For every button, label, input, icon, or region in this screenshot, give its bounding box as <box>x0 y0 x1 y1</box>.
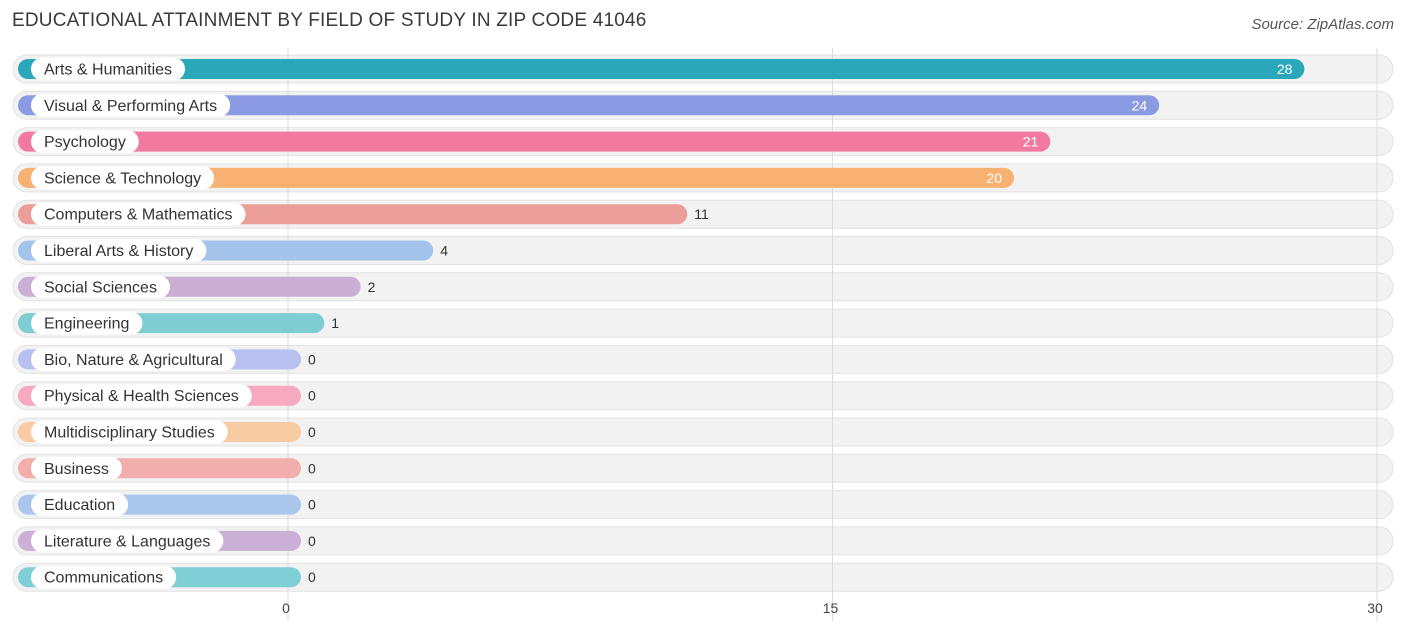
category-label-pill <box>31 57 186 81</box>
x-tick-label: 30 <box>1367 600 1383 616</box>
data-label: 0 <box>308 424 316 440</box>
category-label-pill <box>31 130 139 154</box>
category-label: Visual & Performing Arts <box>44 98 217 115</box>
category-label-pill <box>31 93 231 117</box>
bar <box>18 131 1051 152</box>
row-background <box>12 344 1394 374</box>
category-label: Computers & Mathematics <box>44 207 233 224</box>
category-label-pill <box>31 275 170 299</box>
category-label: Social Sciences <box>44 279 157 296</box>
category-label-pill <box>31 202 246 226</box>
data-label: 28 <box>1277 61 1293 77</box>
data-label: 0 <box>308 460 316 476</box>
category-label: Liberal Arts & History <box>44 243 193 260</box>
data-label: 0 <box>308 497 316 513</box>
x-tick-label: 0 <box>282 600 290 616</box>
data-label: 20 <box>986 170 1002 186</box>
category-label: Science & Technology <box>44 170 201 187</box>
category-label: Arts & Humanities <box>44 62 172 79</box>
row-background <box>12 417 1394 447</box>
bar <box>18 59 1305 79</box>
category-label-pill <box>31 420 228 444</box>
category-label: Bio, Nature & Agricultural <box>44 352 223 369</box>
category-label: Engineering <box>44 316 129 333</box>
data-label: 4 <box>440 243 448 259</box>
data-label: 0 <box>308 533 316 549</box>
category-label: Business <box>44 461 109 478</box>
category-label-pill <box>31 565 177 589</box>
x-tick-label: 15 <box>823 600 839 616</box>
row-background <box>12 308 1394 338</box>
category-label: Physical & Health Sciences <box>44 388 239 405</box>
category-label: Multidisciplinary Studies <box>44 425 215 442</box>
category-label-pill <box>31 311 143 335</box>
row-background <box>12 526 1394 556</box>
source-note: Source: ZipAtlas.com <box>1251 16 1394 33</box>
category-label-pill <box>31 456 122 480</box>
category-label-pill <box>31 166 215 190</box>
row-background <box>12 453 1394 483</box>
category-label: Communications <box>44 570 163 587</box>
data-label: 24 <box>1132 97 1148 113</box>
category-label: Education <box>44 497 115 514</box>
data-label: 0 <box>308 569 316 585</box>
category-label-pill <box>31 529 224 553</box>
row-background <box>12 272 1394 302</box>
chart-title: EDUCATIONAL ATTAINMENT BY FIELD OF STUDY… <box>12 10 647 31</box>
category-label-pill <box>31 347 236 371</box>
row-background <box>12 381 1394 411</box>
bar <box>18 167 1014 188</box>
row-background <box>12 490 1394 520</box>
bar <box>18 95 1160 116</box>
data-label: 1 <box>331 315 339 331</box>
data-label: 0 <box>308 388 316 404</box>
category-label: Literature & Languages <box>44 533 210 550</box>
category-label-pill <box>31 239 207 262</box>
data-label: 11 <box>694 206 709 222</box>
category-label-pill <box>31 384 252 408</box>
data-label: 21 <box>1023 134 1039 150</box>
category-label-pill <box>31 493 129 517</box>
data-label: 0 <box>308 351 316 367</box>
category-label: Psychology <box>44 134 126 151</box>
data-label: 2 <box>368 279 376 295</box>
row-background <box>12 562 1394 592</box>
